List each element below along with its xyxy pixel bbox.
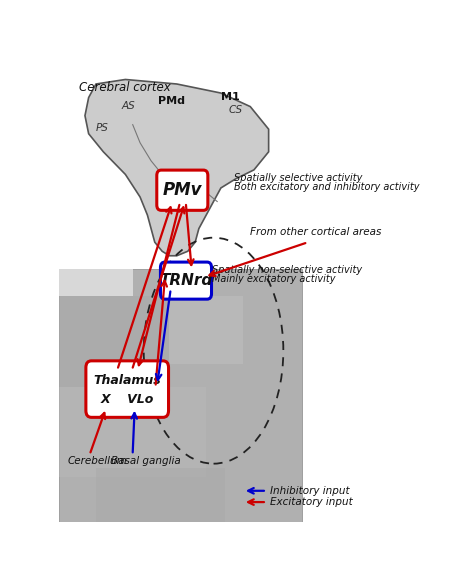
Bar — [59, 269, 301, 522]
Bar — [59, 387, 206, 477]
Text: Spatially non-selective activity: Spatially non-selective activity — [212, 265, 362, 275]
Text: TRNrd: TRNrd — [159, 273, 213, 288]
Text: PMd: PMd — [158, 96, 185, 106]
Text: CS: CS — [228, 106, 242, 116]
Text: Cerebellum: Cerebellum — [67, 456, 127, 465]
Text: PS: PS — [96, 123, 109, 133]
Text: M1: M1 — [221, 92, 240, 102]
Text: Excitatory input: Excitatory input — [271, 497, 353, 507]
Text: X    VLo: X VLo — [100, 393, 154, 406]
Text: Basal ganglia: Basal ganglia — [110, 456, 181, 465]
FancyBboxPatch shape — [86, 361, 169, 417]
Bar — [59, 269, 133, 296]
Text: AS: AS — [122, 101, 136, 111]
Text: Thalamus: Thalamus — [93, 373, 161, 387]
Bar — [59, 296, 169, 387]
Text: Both excitatory and inhibitory activity: Both excitatory and inhibitory activity — [234, 182, 419, 192]
Text: Mainly excitatory activity: Mainly excitatory activity — [212, 274, 335, 284]
Polygon shape — [85, 79, 269, 256]
FancyBboxPatch shape — [157, 170, 208, 210]
Bar — [96, 468, 225, 522]
Text: Inhibitory input: Inhibitory input — [271, 486, 350, 496]
Text: PMv: PMv — [163, 181, 202, 199]
Text: Spatially selective activity: Spatially selective activity — [234, 173, 362, 183]
FancyBboxPatch shape — [161, 262, 211, 299]
Text: From other cortical areas: From other cortical areas — [250, 227, 382, 237]
Text: Cerebral cortex: Cerebral cortex — [80, 81, 171, 94]
Bar — [169, 296, 243, 364]
